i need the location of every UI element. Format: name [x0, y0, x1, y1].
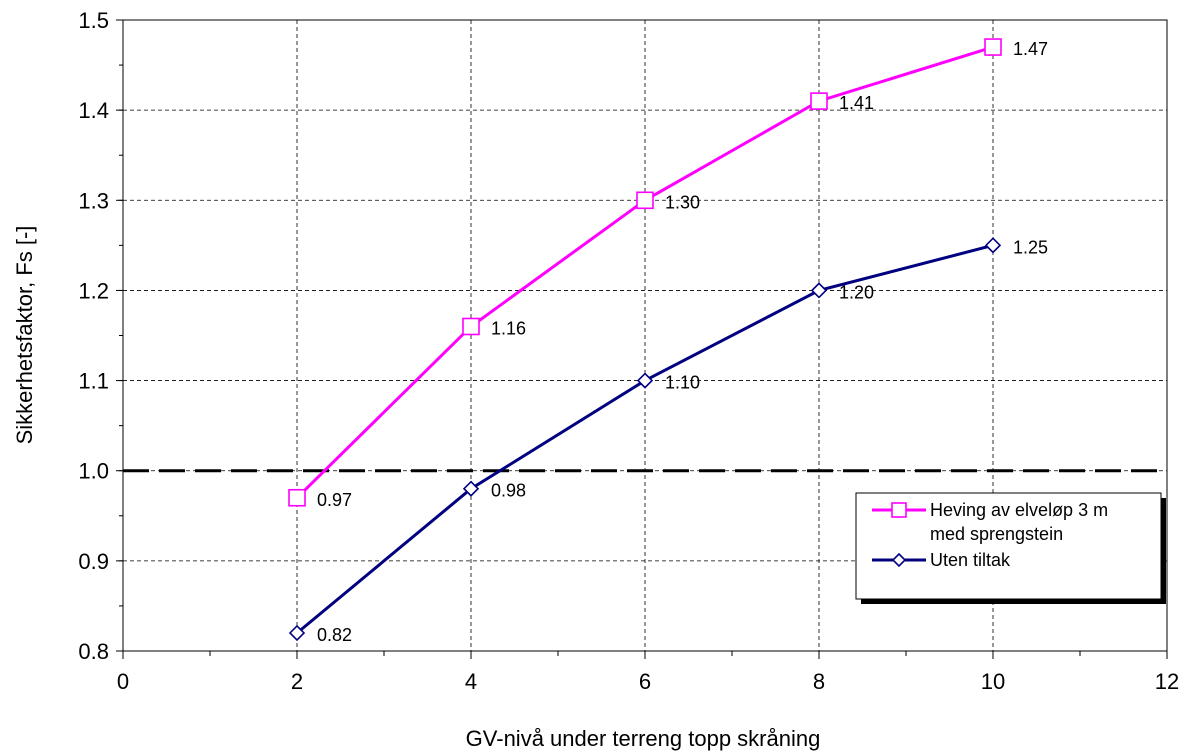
axes: 0 2 4 6 8 10 12 0.8 0.9 1.0 1.1 1.2 1.3 1.4 1.5 — [78, 8, 1179, 694]
legend-label: Uten tiltak — [930, 550, 1011, 570]
y-tick-label: 1.3 — [78, 188, 109, 213]
y-tick-label: 1.1 — [78, 369, 109, 394]
data-label: 1.10 — [665, 373, 700, 393]
x-tick-label: 4 — [465, 669, 477, 694]
data-point-diamond — [462, 480, 480, 497]
x-axis-title: GV-nivå under terreng topp skråning — [466, 726, 821, 751]
data-point-diamond — [288, 624, 306, 642]
data-label: 1.30 — [665, 192, 700, 212]
series-layer — [288, 38, 1002, 642]
legend: Heving av elveløp 3 m med sprengstein Uten… — [855, 492, 1166, 604]
data-point-square — [984, 38, 1002, 56]
data-point-square — [462, 317, 480, 336]
y-tick-label: 0.8 — [78, 639, 109, 664]
y-tick-label: 0.9 — [78, 549, 109, 574]
data-label: 1.20 — [839, 282, 874, 302]
data-point-square — [810, 92, 828, 110]
data-point-diamond — [984, 237, 1002, 254]
legend-marker-diamond — [891, 552, 907, 568]
legend-marker-square — [891, 502, 907, 518]
data-labels: 0.97 1.16 1.30 1.41 1.47 0.82 0.98 1.10 1.20 1.25 — [317, 39, 1048, 645]
data-point-square — [288, 488, 306, 507]
data-point-diamond — [636, 372, 654, 389]
y-tick-label: 1.5 — [78, 8, 109, 33]
x-tick-label: 8 — [813, 669, 825, 694]
data-label: 1.41 — [839, 93, 874, 113]
data-label: 1.25 — [1013, 237, 1048, 257]
y-tick-label: 1.4 — [78, 98, 109, 123]
x-tick-label: 0 — [117, 669, 129, 694]
x-tick-label: 2 — [291, 669, 303, 694]
data-point-square — [636, 191, 654, 210]
legend-label: Heving av elveløp 3 m — [930, 500, 1108, 520]
data-label: 0.98 — [491, 481, 526, 501]
y-tick-label: 1.0 — [78, 459, 109, 484]
legend-label: med sprengstein — [930, 524, 1063, 544]
data-label: 0.82 — [317, 625, 352, 645]
data-label: 0.97 — [317, 490, 352, 510]
data-point-diamond — [810, 282, 828, 299]
data-label: 1.47 — [1013, 39, 1048, 59]
x-tick-label: 10 — [981, 669, 1005, 694]
y-axis-title: Sikkerhetsfaktor, Fs [-] — [12, 226, 37, 445]
x-tick-label: 6 — [639, 669, 651, 694]
x-tick-label: 12 — [1155, 669, 1179, 694]
data-label: 1.16 — [491, 318, 526, 338]
y-tick-label: 1.2 — [78, 278, 109, 303]
